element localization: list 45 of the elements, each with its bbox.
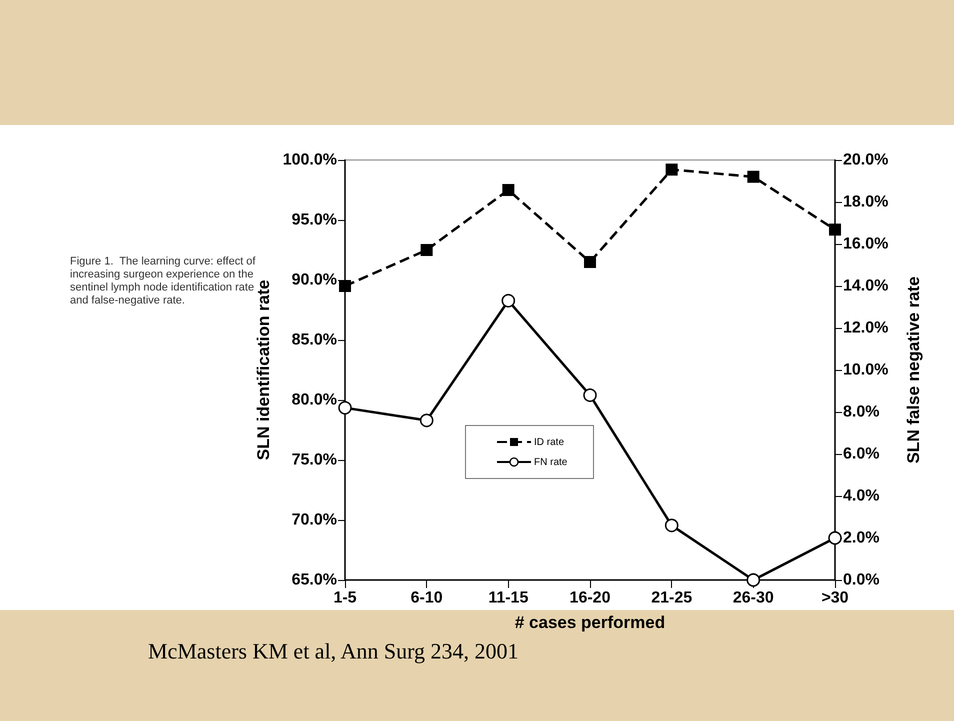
y-tick-label: 65.0% [292,572,337,588]
point [502,184,514,196]
x-tick-label: 26-30 [732,590,774,606]
y2-axis-title: SLN false negative rate [904,276,923,464]
point [664,518,678,532]
point [584,256,596,268]
x-tick-label: 1-5 [333,590,357,606]
y2-tick-label: 18.0% [843,194,888,210]
y2-tick-label: 4.0% [843,488,880,504]
point [339,280,351,292]
point [502,294,516,308]
x-tick-label: >30 [821,590,849,606]
y-tick-label: 95.0% [292,212,337,228]
y-tick-label: 85.0% [292,332,337,348]
y2-tick-label: 8.0% [843,404,880,420]
x-tick-label: 16-20 [570,590,611,606]
y-tick-label: 70.0% [292,512,337,528]
x-tick-label: 11-15 [488,590,528,606]
y2-tick-label: 12.0% [843,320,888,336]
point [746,573,760,587]
y2-tick-label: 6.0% [843,446,880,462]
point [828,531,842,545]
y-tick-label: 90.0% [292,272,337,288]
point [666,164,678,176]
y2-tick-label: 16.0% [843,236,888,252]
point [420,414,434,428]
y2-tick-label: 20.0% [843,152,888,168]
point [747,170,760,183]
point [338,401,352,415]
y2-tick-label: 2.0% [843,530,880,546]
y-tick-label: 100.0% [282,152,337,168]
legend-label: ID rate [534,436,564,448]
point [829,224,841,236]
y-tick-label: 80.0% [292,392,337,408]
x-axis-title: # cases performed [514,613,666,632]
text: McMasters KM et al, Ann Surg 234, 2001 [148,638,519,664]
y2-tick-label: 0.0% [843,572,880,588]
y2-tick-label: 14.0% [843,278,888,294]
x-tick-label: 21-25 [651,590,692,606]
y2-tick-label: 10.0% [843,362,888,378]
legend-label: FN rate [534,456,568,468]
y-tick-label: 75.0% [292,452,337,468]
point [420,244,433,256]
x-tick-label: 6-10 [410,590,443,606]
point [583,388,597,402]
